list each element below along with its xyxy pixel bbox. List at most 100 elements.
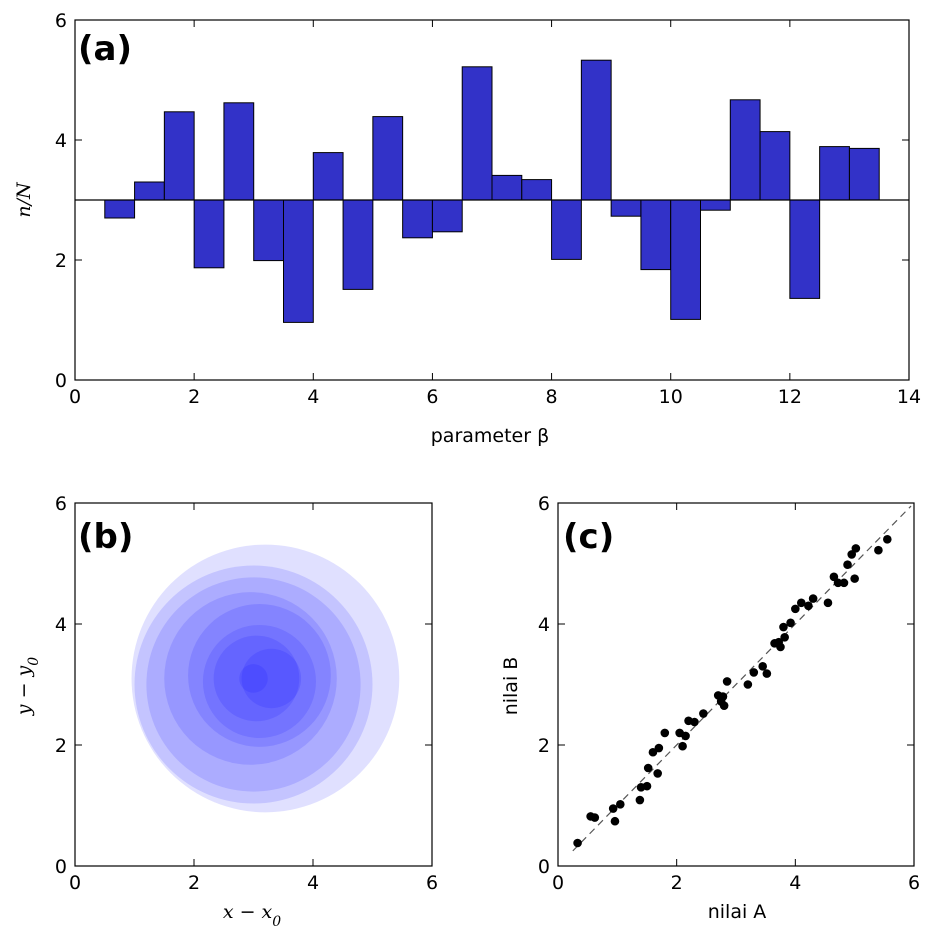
scatter-point: [643, 763, 653, 773]
panel-a-ytick-label: 6: [55, 10, 67, 32]
panel-b-xtick-label: 2: [188, 872, 200, 894]
panel-a-xlabel: parameter β: [431, 425, 549, 447]
scatter-point: [590, 813, 600, 822]
panel-c-xtick-label: 6: [908, 872, 920, 894]
scatter-point: [648, 747, 658, 757]
panel-a-xlabel-text: parameter β: [431, 425, 549, 447]
panel-c-ytick-label: 0: [538, 856, 550, 878]
panel-b-xtick-label: 4: [307, 872, 319, 894]
bar: [729, 99, 761, 201]
panel-b-xlabel: x − x0: [223, 901, 281, 928]
bar: [491, 174, 523, 201]
scatter-point: [850, 574, 859, 583]
panel-b-ticks: 0 2 4 6 0 2 4 6: [55, 493, 438, 894]
panel-c-ytick-label: 6: [538, 493, 550, 515]
bar: [372, 116, 404, 201]
panel-c-points: [573, 535, 892, 848]
panel-a-xtick-label: 12: [778, 386, 802, 408]
bar: [551, 199, 582, 260]
panel-c-ylabel: nilai B: [500, 657, 522, 716]
panel-b-ytick-label: 2: [55, 735, 67, 757]
scatter-point: [833, 578, 843, 588]
scatter-point: [874, 545, 883, 555]
circle-mark: [213, 635, 300, 722]
scatter-point: [699, 709, 708, 718]
bar: [253, 199, 284, 262]
scatter-point: [616, 799, 625, 809]
scatter-point: [743, 680, 753, 689]
scatter-point: [642, 781, 652, 791]
bar: [223, 102, 255, 201]
panel-c-ytick-label: 2: [538, 735, 550, 757]
scatter-point: [847, 550, 856, 559]
scatter-point: [654, 743, 664, 753]
circle-mark: [134, 565, 373, 804]
panel-c-xtick-label: 0: [552, 872, 564, 894]
scatter-point: [851, 544, 861, 553]
bar: [848, 147, 880, 201]
panel-a-ticks: 0 2 4 6 8 10 12 14 0 2 4 6: [55, 10, 921, 408]
panel-a-ytick-label: 0: [55, 370, 67, 392]
scatter-point: [796, 598, 806, 608]
circle-mark: [188, 604, 331, 747]
circle-mark: [146, 577, 361, 792]
scatter-point: [786, 618, 795, 628]
circle-mark: [239, 664, 268, 693]
panel-b-xtick-label: 6: [426, 872, 438, 894]
panel-b-ytick-label: 4: [55, 614, 67, 636]
scatter-point: [678, 741, 687, 751]
bar: [283, 199, 314, 323]
scatter-point: [762, 669, 772, 678]
panel-c-ytick-label: 4: [538, 614, 550, 636]
scatter-point: [823, 598, 833, 608]
scatter-point: [749, 668, 759, 677]
panel-a-ytick-label: 4: [55, 130, 67, 152]
bar: [163, 111, 195, 201]
bar: [431, 199, 463, 233]
panel-a-xtick-label: 2: [188, 386, 200, 408]
scatter-point: [779, 622, 788, 632]
panel-a-xtick-label: 10: [659, 386, 683, 408]
scatter-point: [722, 677, 732, 686]
panel-b-ytick-label: 0: [55, 856, 67, 878]
scatter-point: [829, 572, 839, 582]
panel-c-ticks: 0 2 4 6 0 2 4 6: [538, 493, 920, 894]
panel-a-xtick-label: 14: [897, 386, 921, 408]
scatter-point: [780, 633, 789, 642]
panel-a-label: (a): [78, 29, 132, 69]
panel-b-ytick-label: 6: [55, 493, 67, 515]
scatter-point: [719, 701, 729, 710]
panel-a-ylabel: n/N: [13, 181, 35, 218]
scatter-point: [690, 717, 699, 727]
panel-a-xtick-label: 0: [69, 386, 81, 408]
scatter-point: [758, 662, 767, 671]
scatter-point: [608, 804, 618, 813]
bar: [759, 131, 791, 201]
bar: [610, 199, 642, 217]
scatter-point: [653, 769, 662, 778]
panel-c-xlabel: nilai A: [708, 901, 767, 923]
panel-b-circle-set: [131, 544, 400, 813]
panel-a-xtick-label: 6: [426, 386, 438, 408]
scatter-point: [839, 578, 849, 588]
panel-c-axes-frame: [557, 502, 915, 867]
scatter-point: [660, 728, 670, 738]
panel-b-xtick-label: 0: [69, 872, 81, 894]
scatter-point: [843, 560, 852, 570]
scatter-point: [804, 601, 813, 611]
scatter-point: [610, 816, 620, 826]
panel-b-ylabel: y − y0: [13, 657, 42, 716]
panel-b-circles: 0 2 4 6 0 2 4 6 (b) x − x0 y − y0: [13, 493, 438, 928]
panel-a-bars: [104, 59, 880, 323]
panel-b-label: (b): [78, 517, 133, 557]
panel-c-label: (c): [563, 517, 614, 557]
panel-a-xtick-label: 8: [546, 386, 558, 408]
bar: [700, 199, 731, 211]
panel-c-xtick-label: 2: [671, 872, 683, 894]
bar: [402, 199, 433, 239]
panel-a-ytick-label: 2: [55, 250, 67, 272]
bar: [342, 199, 374, 290]
circle-mark: [241, 648, 302, 709]
bar: [670, 199, 702, 320]
